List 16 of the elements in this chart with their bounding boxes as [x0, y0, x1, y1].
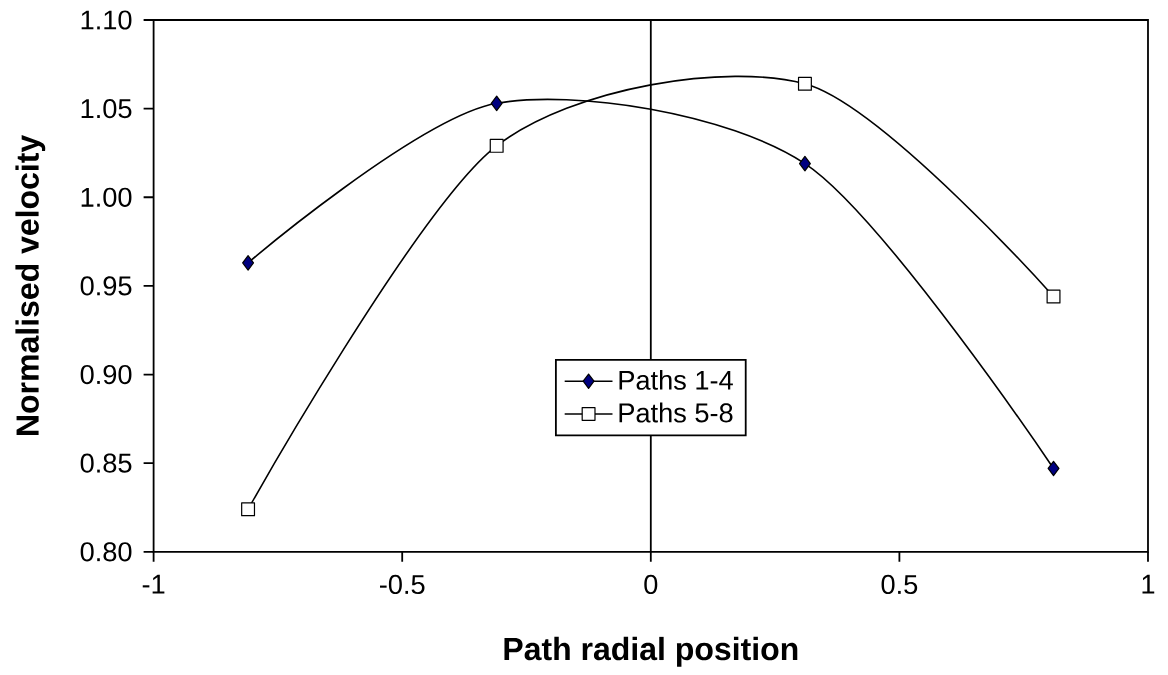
y-axis-title: Normalised velocity — [15, 134, 46, 435]
x-tick-label: 1 — [1142, 574, 1155, 594]
legend-label: Paths 5-8 — [619, 402, 733, 423]
y-tick-label: 0.80 — [80, 542, 132, 562]
y-tick-label: 1.10 — [81, 10, 132, 30]
y-tick-label: 1.05 — [81, 99, 132, 119]
y-tick-label: 0.95 — [80, 276, 132, 296]
x-tick-label: 0.5 — [881, 574, 918, 595]
y-tick-label: 0.85 — [80, 453, 132, 473]
y-tick-label: 0.90 — [80, 364, 132, 385]
legend-label: Paths 1-4 — [619, 369, 733, 390]
x-tick-label: -0.5 — [379, 574, 425, 595]
y-tick-label: 1.00 — [81, 187, 132, 207]
x-tick-label: -1 — [142, 574, 165, 594]
x-tick-label: 0 — [644, 574, 658, 595]
x-axis-title: Path radial position — [504, 636, 798, 667]
